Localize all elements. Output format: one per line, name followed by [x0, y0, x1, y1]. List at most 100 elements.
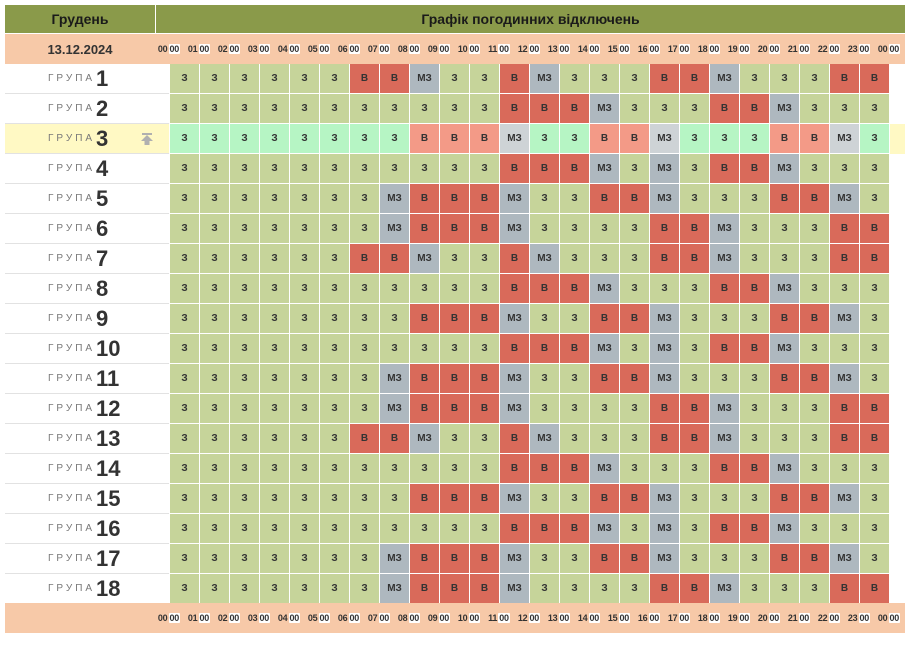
hour-cell: В — [530, 94, 560, 124]
time-minute: 00 — [378, 44, 391, 54]
hour-cell: В — [740, 274, 770, 304]
time-minute: 00 — [768, 44, 781, 54]
group-row[interactable]: ГРУПА 13 З З З З З З В В МЗ З З В МЗ З З З В В МЗ З З З В В — [5, 424, 905, 454]
hour-cell: МЗ — [710, 424, 740, 454]
hour-cell: З — [620, 574, 650, 604]
group-row[interactable]: ГРУПА 3 З З З З З З З З В В В МЗ З З В В МЗ З З З В В МЗ З — [5, 124, 905, 154]
group-row[interactable]: ГРУПА 10 З З З З З З З З З З З В В В МЗ З МЗ З В В МЗ З З З — [5, 334, 905, 364]
hour-cell: В — [470, 394, 500, 424]
hour-cell: В — [830, 424, 860, 454]
hour-cell: В — [410, 304, 440, 334]
top-time-label: 17 00 — [665, 39, 693, 59]
hour-cell: З — [260, 544, 290, 574]
hour-cell: В — [620, 484, 650, 514]
row-tail — [890, 334, 905, 364]
group-word: ГРУПА — [48, 163, 96, 174]
hour-cell: З — [410, 514, 440, 544]
hour-cell: З — [320, 364, 350, 394]
hour-cell: З — [410, 334, 440, 364]
group-row[interactable]: ГРУПА 14 З З З З З З З З З З З В В В МЗ З З З В В МЗ З З З — [5, 454, 905, 484]
hour-cell: З — [290, 184, 320, 214]
hour-cell: З — [230, 424, 260, 454]
time-minute: 00 — [168, 44, 181, 54]
group-number: 17 — [96, 546, 121, 571]
hour-cell: З — [650, 454, 680, 484]
group-word: ГРУПА — [48, 253, 96, 264]
bottom-time-label: 11 00 — [485, 608, 513, 628]
hour-cell: МЗ — [650, 544, 680, 574]
hour-cell: З — [200, 274, 230, 304]
hour-cell: З — [350, 514, 380, 544]
time-minute: 00 — [348, 44, 361, 54]
hour-cell: МЗ — [500, 364, 530, 394]
hour-cell: З — [380, 154, 410, 184]
hour-cell: З — [590, 214, 620, 244]
hour-cells: З З З З З З З МЗ В В В МЗ З З В В МЗ З З З В В МЗ З — [170, 184, 890, 214]
row-tail — [890, 514, 905, 544]
group-row[interactable]: ГРУПА 5 З З З З З З З МЗ В В В МЗ З З В В МЗ З З З В В МЗ З — [5, 184, 905, 214]
group-number: 15 — [96, 486, 121, 511]
top-time-label: 12 00 — [515, 39, 543, 59]
group-row[interactable]: ГРУПА 7 З З З З З З В В МЗ З З В МЗ З З З В В МЗ З З З В В — [5, 244, 905, 274]
hour-cell: З — [260, 334, 290, 364]
group-row[interactable]: ГРУПА 4 З З З З З З З З З З З В В В МЗ З МЗ З В В МЗ З З З — [5, 154, 905, 184]
hour-cell: З — [170, 94, 200, 124]
hour-cell: В — [500, 454, 530, 484]
hour-cell: З — [290, 574, 320, 604]
hour-cell: З — [710, 484, 740, 514]
pin-top-icon[interactable] — [140, 132, 154, 146]
top-time-label: 21 00 — [785, 39, 813, 59]
group-row[interactable]: ГРУПА 6 З З З З З З З МЗ В В В МЗ З З З З В В МЗ З З З В В — [5, 214, 905, 244]
hour-cell: З — [440, 94, 470, 124]
hour-cell: З — [740, 124, 770, 154]
hour-cell: З — [170, 334, 200, 364]
row-tail — [890, 184, 905, 214]
top-time-label: 20 00 — [755, 39, 783, 59]
time-hour: 18 — [697, 44, 708, 54]
time-minute: 00 — [558, 44, 571, 54]
hour-cell: В — [770, 124, 800, 154]
hour-cell: МЗ — [590, 94, 620, 124]
hour-cell: З — [860, 514, 890, 544]
hour-cell: З — [620, 94, 650, 124]
bottom-time-label: 14 00 — [575, 608, 603, 628]
hour-cell: З — [830, 274, 860, 304]
hour-cell: З — [530, 544, 560, 574]
group-label: ГРУПА 3 — [5, 124, 169, 154]
hour-cell: В — [650, 394, 680, 424]
time-minute: 00 — [888, 613, 901, 623]
group-row[interactable]: ГРУПА 18 З З З З З З З МЗ В В В МЗ З З З З В В МЗ З З З В В — [5, 574, 905, 604]
group-row[interactable]: ГРУПА 15 З З З З З З З З В В В МЗ З З В В МЗ З З З В В МЗ З — [5, 484, 905, 514]
group-row[interactable]: ГРУПА 12 З З З З З З З МЗ В В В МЗ З З З З В В МЗ З З З В В — [5, 394, 905, 424]
hour-cell: В — [500, 424, 530, 454]
hour-cell: З — [740, 394, 770, 424]
hour-cell: В — [350, 424, 380, 454]
hour-cell: В — [860, 214, 890, 244]
group-row[interactable]: ГРУПА 9 З З З З З З З З В В В МЗ З З В В МЗ З З З В В МЗ З — [5, 304, 905, 334]
group-row[interactable]: ГРУПА 2 З З З З З З З З З З З В В В МЗ З З З В В МЗ З З З — [5, 94, 905, 124]
hour-cell: З — [620, 64, 650, 94]
hour-cell: З — [260, 184, 290, 214]
hour-cells: З З З З З З З З З З З В В В МЗ З З З В В МЗ З З З — [170, 274, 890, 304]
hour-cells: З З З З З З З З З З З В В В МЗ З МЗ З В В МЗ З З З — [170, 334, 890, 364]
hour-cell: З — [260, 124, 290, 154]
hour-cell: В — [500, 154, 530, 184]
group-row[interactable]: ГРУПА 17 З З З З З З З МЗ В В В МЗ З З В В МЗ З З З В В МЗ З — [5, 544, 905, 574]
hour-cell: З — [740, 244, 770, 274]
hour-cell: З — [440, 274, 470, 304]
group-row[interactable]: ГРУПА 16 З З З З З З З З З З З В В В МЗ З МЗ З В В МЗ З З З — [5, 514, 905, 544]
group-row[interactable]: ГРУПА 1 З З З З З З В В МЗ З З В МЗ З З З В В МЗ З З З В В — [5, 64, 905, 94]
hour-cell: В — [770, 484, 800, 514]
time-hour: 11 — [488, 613, 498, 623]
hour-cell: З — [350, 154, 380, 184]
hour-cell: З — [530, 574, 560, 604]
group-number: 13 — [96, 426, 121, 451]
hour-cell: З — [740, 574, 770, 604]
hour-cell: З — [710, 304, 740, 334]
group-row[interactable]: ГРУПА 8 З З З З З З З З З З З В В В МЗ З З З В В МЗ З З З — [5, 274, 905, 304]
hour-cell: МЗ — [650, 184, 680, 214]
group-row[interactable]: ГРУПА 11 З З З З З З З МЗ В В В МЗ З З В В МЗ З З З В В МЗ З — [5, 364, 905, 394]
hour-cell: З — [290, 64, 320, 94]
group-number: 10 — [96, 336, 121, 361]
hour-cell: З — [350, 334, 380, 364]
